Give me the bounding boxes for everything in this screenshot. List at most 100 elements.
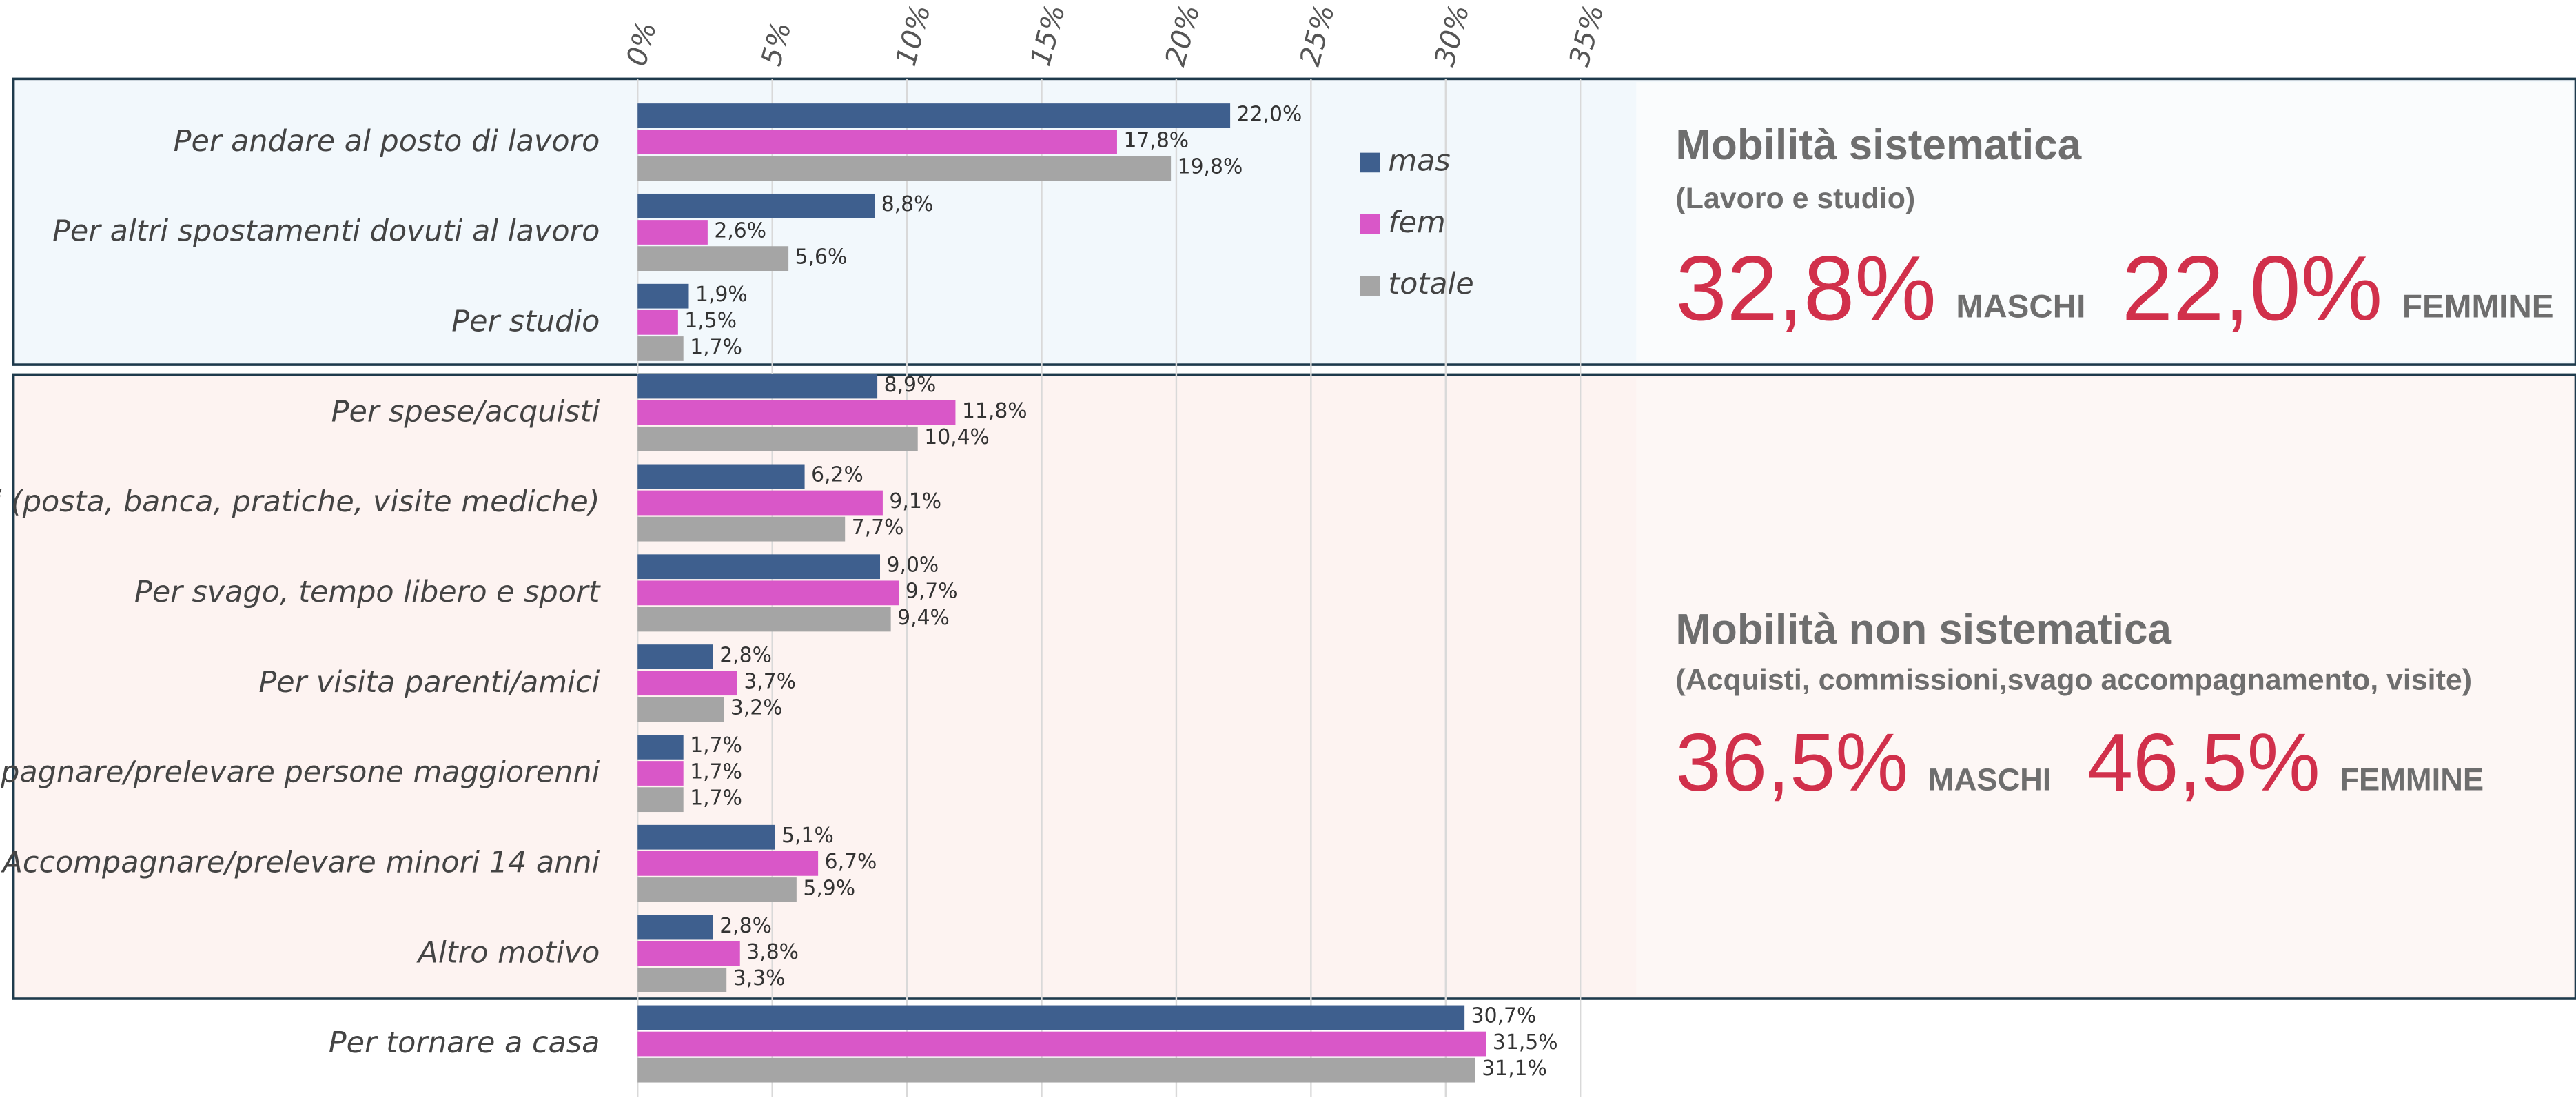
value-label: 17,8% — [1123, 128, 1189, 152]
value-label: 5,1% — [781, 824, 834, 848]
bar — [637, 761, 684, 786]
bar — [637, 309, 678, 335]
bar — [637, 1031, 1486, 1057]
legend-label: fem — [1388, 205, 1445, 240]
bar — [637, 156, 1172, 181]
non-systematic-box — [1636, 378, 2573, 996]
male-label: MASCHI — [1956, 289, 2085, 325]
value-label: 6,7% — [825, 850, 877, 874]
bar — [637, 554, 881, 580]
value-label: 8,8% — [881, 192, 934, 216]
x-tick-label: 30% — [1428, 1, 1476, 69]
legend-swatch — [1360, 276, 1380, 296]
value-label: 9,4% — [897, 606, 950, 630]
box-title: Mobilità sistematica — [1675, 121, 2081, 169]
value-label: 2,8% — [719, 643, 772, 667]
value-label: 1,7% — [690, 335, 742, 359]
bar — [637, 824, 775, 850]
legend-label: totale — [1388, 267, 1473, 301]
male-value: 32,8% — [1675, 237, 1936, 340]
bar — [637, 336, 684, 361]
bar — [637, 130, 1117, 155]
bar — [637, 220, 708, 245]
bar — [637, 426, 918, 451]
bar — [637, 787, 684, 813]
bar — [637, 374, 878, 399]
bar — [637, 941, 740, 966]
box-subtitle: (Lavoro e studio) — [1675, 182, 1915, 215]
value-label: 10,4% — [924, 425, 990, 449]
category-label: Per svago, tempo libero e sport — [134, 575, 602, 609]
female-value: 46,5% — [2087, 717, 2320, 808]
bar — [637, 697, 724, 722]
value-label: 5,6% — [795, 245, 848, 269]
bar — [637, 103, 1231, 128]
value-label: 7,7% — [852, 516, 904, 540]
value-label: 3,2% — [730, 696, 783, 720]
bar — [637, 644, 713, 669]
male-value: 36,5% — [1675, 717, 1908, 808]
value-label: 19,8% — [1178, 155, 1243, 179]
bar — [637, 400, 956, 425]
bar — [637, 607, 891, 632]
male-label: MASCHI — [1928, 762, 2052, 797]
value-label: 1,7% — [690, 733, 742, 757]
bar — [637, 1057, 1475, 1083]
bar — [637, 246, 789, 271]
value-label: 31,1% — [1482, 1057, 1547, 1081]
x-tick-label: 0% — [620, 18, 663, 69]
value-label: 2,6% — [714, 218, 766, 243]
value-label: 9,0% — [887, 553, 939, 578]
x-tick-label: 5% — [755, 18, 798, 69]
x-tick-label: 15% — [1023, 1, 1072, 69]
bar — [637, 915, 713, 940]
female-label: FEMMINE — [2340, 762, 2484, 797]
x-tick-label: 25% — [1293, 1, 1341, 69]
bar — [637, 490, 883, 516]
box-subtitle: (Acquisti, commissioni,svago accompagnam… — [1675, 663, 2472, 696]
value-label: 1,7% — [690, 760, 742, 784]
value-label: 6,2% — [811, 463, 863, 487]
systematic-box — [1636, 82, 2573, 362]
value-label: 31,5% — [1493, 1030, 1558, 1055]
value-label: 3,7% — [744, 669, 796, 693]
category-label: pagnare/prelevare persone maggiorenni — [0, 755, 600, 790]
value-label: 1,9% — [695, 283, 748, 307]
bar — [637, 735, 684, 760]
x-tick-label: 20% — [1158, 1, 1207, 69]
value-label: 2,8% — [719, 914, 772, 938]
value-label: 30,7% — [1471, 1004, 1537, 1028]
category-label: Altro motivo — [416, 935, 600, 970]
value-label: 11,8% — [962, 399, 1028, 423]
category-label: Accompagnare/prelevare minori 14 anni — [1, 846, 600, 880]
bar — [637, 464, 805, 489]
bar — [637, 851, 819, 876]
category-label: Per studio — [451, 305, 600, 339]
category-label: Per visita parenti/amici — [258, 665, 600, 700]
legend-swatch — [1360, 152, 1380, 173]
value-label: 5,9% — [803, 876, 855, 900]
bar — [637, 516, 846, 542]
value-label: 1,7% — [690, 786, 742, 810]
bar — [637, 877, 797, 902]
category-label: Per spese/acquisti — [331, 394, 600, 429]
value-label: 9,1% — [889, 489, 941, 513]
box-title: Mobilità non sistematica — [1675, 606, 2171, 653]
legend-label: mas — [1388, 143, 1450, 178]
bar — [637, 967, 727, 992]
category-label: Per altri spostamenti dovuti al lavoro — [52, 214, 600, 249]
category-label: Per andare al posto di lavoro — [174, 124, 600, 159]
x-tick-label: 35% — [1562, 1, 1611, 69]
bar — [637, 283, 689, 309]
female-value: 22,0% — [2122, 237, 2382, 340]
category-label: Per tornare a casa — [329, 1026, 600, 1060]
bar — [637, 193, 875, 218]
bar — [637, 580, 899, 606]
legend-swatch — [1360, 214, 1380, 234]
value-label: 8,9% — [884, 373, 937, 397]
value-label: 1,5% — [684, 309, 737, 333]
value-label: 9,7% — [906, 580, 958, 604]
category-label: i (posta, banca, pratiche, visite medich… — [0, 485, 600, 519]
